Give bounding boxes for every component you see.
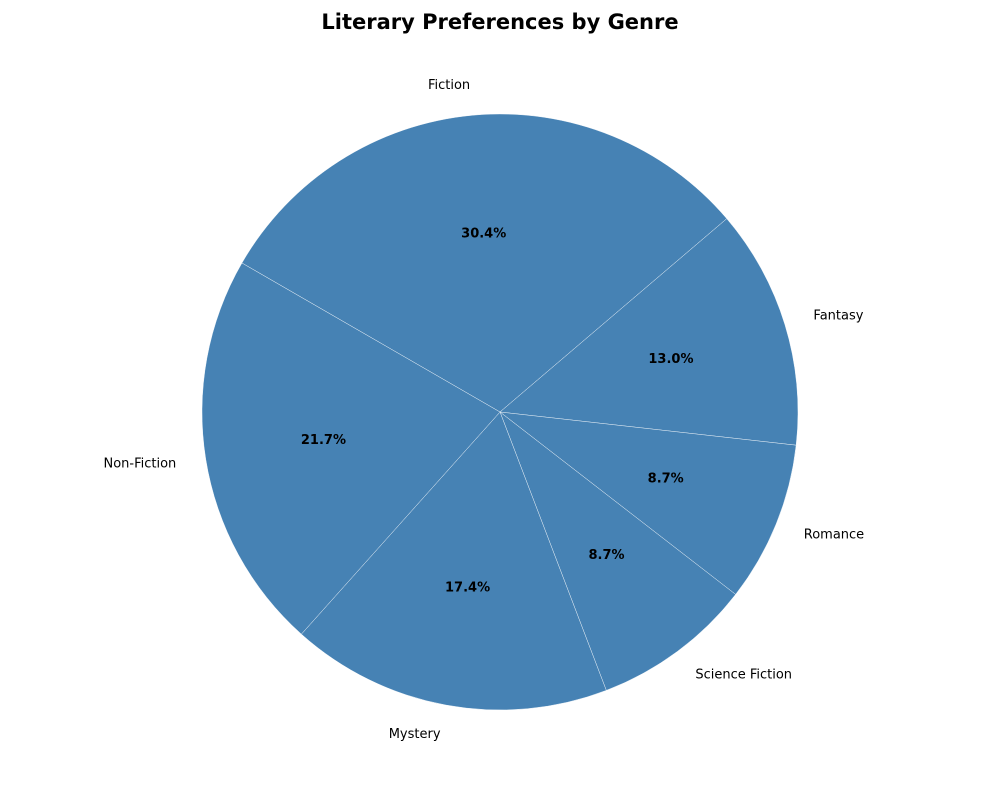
category-label-romance: Romance <box>804 528 864 543</box>
pie-slices <box>201 113 799 711</box>
category-label-fantasy: Fantasy <box>813 309 863 324</box>
pct-label-romance: 8.7% <box>648 472 684 487</box>
pie-slice-fiction <box>241 113 728 413</box>
chart-title: Literary Preferences by Genre <box>321 10 679 34</box>
category-label-mystery: Mystery <box>389 727 441 742</box>
pie-slice-romance <box>499 411 797 595</box>
pie-slice-science-fiction <box>499 411 736 691</box>
category-label-non-fiction: Non-Fiction <box>104 456 177 471</box>
pie-labels: 30.4% Fiction 13.0% Fantasy 8.7% Romance 8.7% S… <box>104 78 865 742</box>
category-label-science-fiction: Science Fiction <box>695 668 792 683</box>
pct-label-fiction: 30.4% <box>461 226 506 241</box>
pct-label-non-fiction: 21.7% <box>301 433 346 448</box>
category-label-fiction: Fiction <box>428 78 470 93</box>
pct-label-science-fiction: 8.7% <box>589 548 625 563</box>
pie-slice-fantasy <box>499 218 799 446</box>
pie-slice-non-fiction <box>201 262 501 635</box>
pct-label-mystery: 17.4% <box>445 580 490 595</box>
pct-label-fantasy: 13.0% <box>648 352 693 367</box>
pie-slice-mystery <box>301 411 607 711</box>
